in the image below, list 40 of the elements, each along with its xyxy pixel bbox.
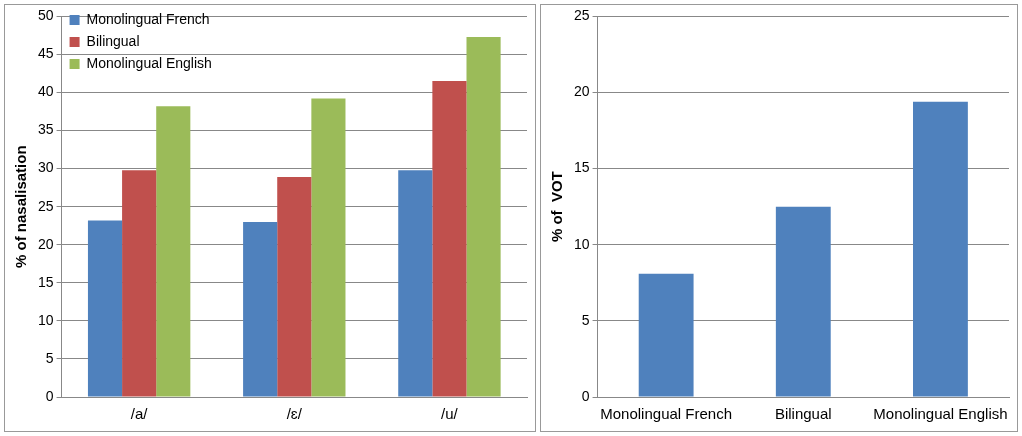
bar bbox=[122, 170, 157, 397]
bar bbox=[432, 81, 467, 397]
y-axis-title: % of VOT bbox=[548, 171, 566, 243]
y-tick-label: 5 bbox=[581, 311, 590, 328]
bar bbox=[398, 170, 433, 397]
x-tick-label: Monolingual French bbox=[600, 405, 733, 423]
y-tick-label: 10 bbox=[37, 311, 54, 328]
bar bbox=[775, 206, 831, 397]
y-tick-label: 10 bbox=[573, 235, 590, 252]
bar bbox=[156, 106, 191, 397]
y-tick-label: 30 bbox=[37, 159, 54, 176]
x-tick-label: /ɛ/ bbox=[286, 405, 303, 423]
bar bbox=[277, 177, 312, 397]
y-tick-label: 15 bbox=[573, 159, 590, 176]
y-tick-label: 20 bbox=[573, 83, 590, 100]
y-tick-label: 5 bbox=[45, 349, 54, 366]
y-tick-label: 25 bbox=[573, 7, 590, 24]
y-tick-label: 15 bbox=[37, 273, 54, 290]
y-tick-label: 25 bbox=[37, 197, 54, 214]
y-tick-label: 45 bbox=[37, 45, 54, 62]
y-tick-label: 20 bbox=[37, 235, 54, 252]
y-tick-label: 40 bbox=[37, 83, 54, 100]
bar bbox=[87, 220, 123, 397]
y-tick-label: 50 bbox=[37, 7, 54, 24]
y-tick-label: 0 bbox=[581, 387, 590, 404]
bar bbox=[638, 273, 694, 397]
bar bbox=[311, 98, 346, 397]
y-tick-label: 35 bbox=[37, 121, 54, 138]
x-tick-label: Bilingual bbox=[774, 405, 832, 423]
x-tick-label: /u/ bbox=[441, 405, 459, 423]
legend-label: Monolingual English bbox=[86, 54, 212, 71]
bar bbox=[913, 101, 968, 397]
legend-label: Bilingual bbox=[86, 32, 140, 49]
x-tick-label: /a/ bbox=[130, 405, 149, 423]
y-tick-label: 0 bbox=[45, 387, 54, 404]
legend-label: Monolingual French bbox=[86, 10, 210, 27]
bar bbox=[466, 36, 501, 397]
bar bbox=[243, 221, 278, 397]
y-axis-title: % of nasalisation bbox=[12, 145, 30, 268]
x-tick-label: Monolingual English bbox=[873, 405, 1008, 423]
